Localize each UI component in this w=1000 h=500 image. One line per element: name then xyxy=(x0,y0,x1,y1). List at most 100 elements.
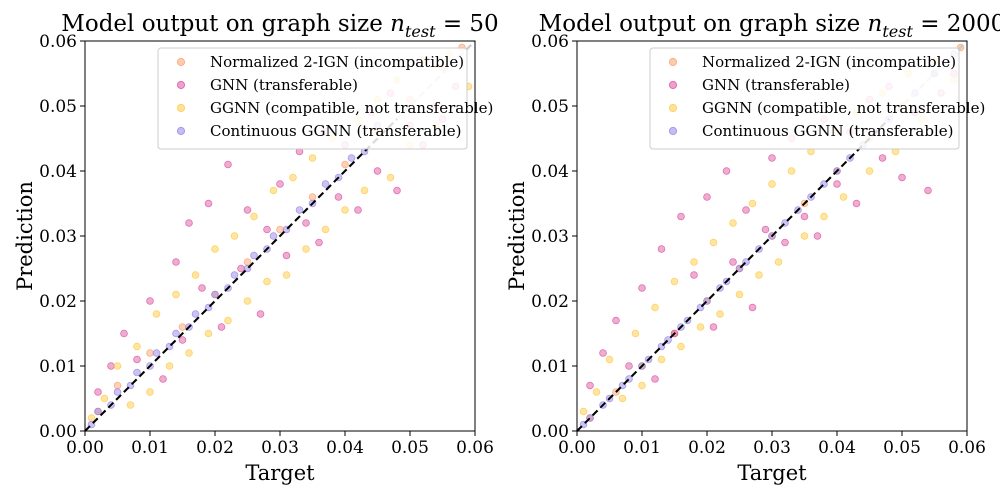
title-equals: = 50 xyxy=(436,11,499,37)
data-point xyxy=(217,323,226,331)
legend-label: GNN (transferable) xyxy=(210,76,358,94)
y-tick-label: 0.01 xyxy=(531,357,569,377)
legend-label: GGNN (compatible, not transferable) xyxy=(702,99,985,117)
y-tick-label: 0.03 xyxy=(531,227,569,247)
data-point xyxy=(87,414,96,422)
data-point xyxy=(755,271,763,279)
legend: Normalized 2-IGN (incompatible) GNN (tran… xyxy=(157,47,493,150)
data-point xyxy=(250,212,258,221)
data-point xyxy=(852,199,861,208)
x-tick-label: 0.02 xyxy=(688,438,726,458)
data-point xyxy=(612,316,620,325)
data-point xyxy=(308,154,317,162)
legend-marker xyxy=(668,80,678,90)
data-point xyxy=(243,297,252,305)
data-point xyxy=(800,212,809,221)
data-point xyxy=(341,160,349,169)
data-point xyxy=(924,186,932,195)
data-point xyxy=(263,277,271,286)
data-point xyxy=(269,186,278,195)
data-point xyxy=(159,375,167,383)
data-point xyxy=(133,355,141,364)
data-point xyxy=(282,251,291,260)
data-point xyxy=(302,245,310,253)
data-point xyxy=(191,271,200,279)
x-tick-label: 0.04 xyxy=(818,438,856,458)
title-text: Model output on graph size xyxy=(61,11,390,37)
data-point xyxy=(839,193,848,201)
data-point xyxy=(709,323,718,331)
x-tick-label: 0.03 xyxy=(261,438,299,458)
data-point xyxy=(360,186,369,195)
panel-right: Model output on graph size ntest = 2000 … xyxy=(505,11,1000,485)
legend-label: Continuous GGNN (transferable) xyxy=(702,122,953,140)
data-point xyxy=(211,290,219,299)
data-point xyxy=(781,238,789,247)
data-point xyxy=(898,173,906,182)
title-subscript: test xyxy=(882,22,913,41)
title-text: Model output on graph size xyxy=(539,11,868,37)
x-tick-label: 0.01 xyxy=(623,438,661,458)
chart-title: Model output on graph size ntest = 50 xyxy=(61,11,498,41)
data-point xyxy=(172,329,180,338)
data-point xyxy=(289,173,297,182)
data-point xyxy=(94,407,102,416)
x-axis-label: Target xyxy=(737,461,807,485)
data-point xyxy=(651,303,659,312)
data-point xyxy=(172,290,180,299)
data-point xyxy=(748,199,757,208)
x-tick-label: 0.05 xyxy=(391,438,429,458)
data-point xyxy=(761,225,770,234)
x-tick-label: 0.04 xyxy=(326,438,364,458)
data-point xyxy=(774,258,783,266)
data-point xyxy=(579,407,588,416)
data-point xyxy=(334,193,343,201)
data-point xyxy=(748,303,757,312)
data-point xyxy=(709,238,718,247)
y-axis-label: Prediction xyxy=(505,181,529,291)
data-point xyxy=(618,394,627,403)
x-tick-label: 0.06 xyxy=(456,438,494,458)
data-point xyxy=(315,238,323,247)
data-point xyxy=(347,154,356,162)
data-point xyxy=(638,381,646,390)
data-point xyxy=(243,206,252,214)
data-point xyxy=(800,232,809,240)
y-tick-label: 0.04 xyxy=(39,162,77,182)
data-point xyxy=(146,388,154,396)
data-point xyxy=(276,225,284,234)
data-point xyxy=(133,342,141,351)
reference-line-identity xyxy=(84,118,398,432)
title-math-var: n xyxy=(868,11,883,37)
x-tick-label: 0.06 xyxy=(948,438,986,458)
x-tick-label: 0.00 xyxy=(66,438,104,458)
data-point xyxy=(833,180,841,188)
data-point xyxy=(354,206,362,214)
x-tick-label: 0.01 xyxy=(131,438,169,458)
data-point xyxy=(100,394,109,403)
legend-box xyxy=(649,47,960,150)
data-point xyxy=(586,381,594,390)
x-tick-label: 0.05 xyxy=(883,438,921,458)
data-point xyxy=(742,206,750,214)
data-point xyxy=(263,225,271,234)
data-point xyxy=(599,349,607,357)
data-point xyxy=(729,219,737,227)
data-point xyxy=(282,271,291,279)
data-point xyxy=(224,316,232,325)
data-point xyxy=(172,258,180,266)
x-tick-label: 0.00 xyxy=(558,438,596,458)
data-point xyxy=(386,173,395,182)
legend-marker xyxy=(176,126,186,136)
data-point xyxy=(592,388,601,396)
data-point xyxy=(393,186,401,195)
data-point xyxy=(256,310,265,318)
title-equals: = 2000 xyxy=(913,11,1000,37)
data-point xyxy=(321,180,330,188)
data-point xyxy=(237,264,245,273)
data-point xyxy=(703,193,711,201)
legend-label: GNN (transferable) xyxy=(702,76,850,94)
data-point xyxy=(787,167,796,175)
y-tick-label: 0.06 xyxy=(39,32,77,52)
legend-label: Normalized 2-IGN (incompatible) xyxy=(210,53,464,71)
